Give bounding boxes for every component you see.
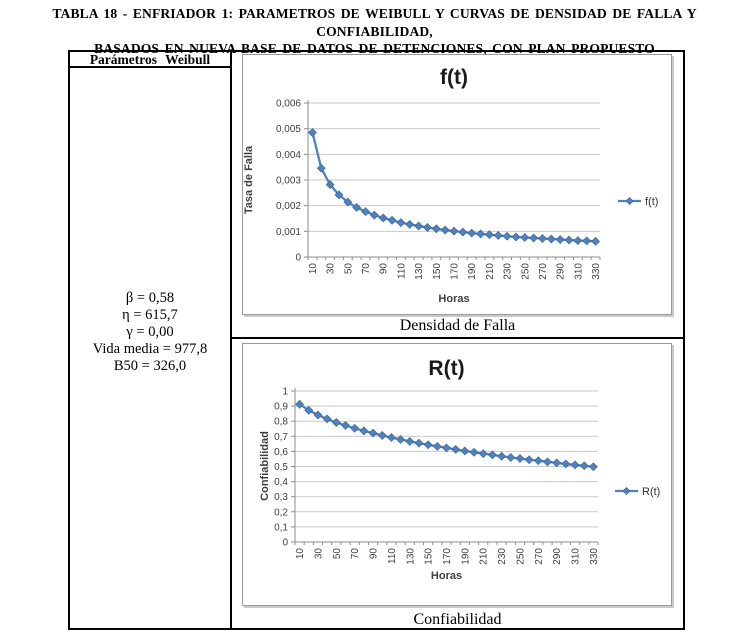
svg-text:10: 10 <box>295 548 306 560</box>
param-vida-media: Vida media = 977,8 <box>92 340 208 357</box>
svg-text:150: 150 <box>432 263 443 280</box>
svg-text:0,8: 0,8 <box>274 417 288 428</box>
svg-text:330: 330 <box>591 263 602 280</box>
gridlines <box>295 390 598 528</box>
svg-text:30: 30 <box>313 548 324 560</box>
svg-text:230: 230 <box>497 548 508 565</box>
svg-text:50: 50 <box>332 548 343 560</box>
svg-text:90: 90 <box>369 548 380 560</box>
charts-column: 0 0,001 0,002 0,003 0,004 0,005 0,006 10 30 50 70 9… <box>232 52 683 628</box>
ft-chart: 0 0,001 0,002 0,003 0,004 0,005 0,006 10 30 50 70 9… <box>243 66 658 305</box>
svg-text:0,1: 0,1 <box>274 522 288 533</box>
param-eta: η = 615,7 <box>122 306 178 323</box>
svg-text:310: 310 <box>573 263 584 280</box>
param-gamma: γ = 0,00 <box>126 323 174 340</box>
series-f(t) <box>307 128 601 246</box>
svg-text:50: 50 <box>343 263 354 275</box>
parameters-body: β = 0,58 η = 615,7 γ = 0,00 Vida media =… <box>70 68 230 628</box>
svg-text:110: 110 <box>387 548 398 564</box>
svg-text:170: 170 <box>442 548 453 565</box>
svg-text:f(t): f(t) <box>645 196 658 208</box>
y-axis-title: Confiabilidad <box>259 431 271 501</box>
svg-text:0,6: 0,6 <box>274 447 288 458</box>
svg-text:0: 0 <box>295 253 301 264</box>
svg-text:10: 10 <box>308 263 319 275</box>
param-beta: β = 0,58 <box>125 289 175 306</box>
svg-text:270: 270 <box>538 263 549 280</box>
svg-text:190: 190 <box>460 548 471 565</box>
svg-text:0,4: 0,4 <box>274 477 288 488</box>
svg-text:330: 330 <box>589 548 600 565</box>
svg-text:210: 210 <box>479 548 490 565</box>
parameter-values: β = 0,58 η = 615,7 γ = 0,00 Vida media =… <box>93 290 207 375</box>
svg-text:0,004: 0,004 <box>276 150 301 161</box>
svg-text:1: 1 <box>282 387 288 398</box>
svg-text:0: 0 <box>282 538 288 549</box>
svg-text:190: 190 <box>467 263 478 280</box>
svg-text:310: 310 <box>571 548 582 565</box>
chart-title: f(t) <box>440 66 468 89</box>
chart-title: R(t) <box>428 357 464 380</box>
svg-text:290: 290 <box>556 263 567 280</box>
svg-text:0,003: 0,003 <box>276 176 301 187</box>
table-title-line2: BASADOS EN NUEVA BASE DE DATOS DE DETENC… <box>94 41 655 56</box>
svg-text:170: 170 <box>450 263 461 280</box>
ft-chart-frame: 0 0,001 0,002 0,003 0,004 0,005 0,006 10 30 50 70 9… <box>242 54 672 315</box>
svg-text:0,9: 0,9 <box>274 402 288 413</box>
svg-text:70: 70 <box>350 548 361 560</box>
legend: f(t) <box>618 196 658 208</box>
svg-text:250: 250 <box>520 263 531 280</box>
rt-chart-frame: 0 0,1 0,2 0,3 0,4 0,5 0,6 0,7 0,8 0,9 1 10 30 50 70 90 1… <box>242 343 672 606</box>
svg-text:270: 270 <box>534 548 545 565</box>
rt-chart-caption: Confiabilidad <box>413 611 502 628</box>
svg-text:130: 130 <box>405 548 416 565</box>
legend: R(t) <box>615 486 660 498</box>
svg-text:70: 70 <box>361 263 372 275</box>
svg-text:0,3: 0,3 <box>274 492 288 503</box>
svg-text:30: 30 <box>326 263 337 275</box>
svg-text:250: 250 <box>515 548 526 565</box>
table-title-line1: TABLA 18 - ENFRIADOR 1: PARAMETROS DE WE… <box>52 6 697 39</box>
parameters-column: Parámetros Weibull β = 0,58 η = 615,7 γ … <box>70 52 232 628</box>
svg-text:R(t): R(t) <box>642 486 660 498</box>
svg-text:110: 110 <box>396 263 407 279</box>
svg-text:0,2: 0,2 <box>274 507 288 518</box>
gridlines <box>308 102 600 232</box>
axes: 0 0,001 0,002 0,003 0,004 0,005 0,006 10 30 50 70 9… <box>276 99 602 280</box>
svg-text:290: 290 <box>552 548 563 565</box>
svg-text:0,7: 0,7 <box>274 432 288 443</box>
parameters-header: Parámetros Weibull <box>70 52 230 68</box>
svg-text:0,002: 0,002 <box>276 201 301 212</box>
svg-text:210: 210 <box>485 263 496 280</box>
weibull-table: Parámetros Weibull β = 0,58 η = 615,7 γ … <box>68 50 685 630</box>
svg-text:230: 230 <box>503 263 514 280</box>
svg-text:150: 150 <box>424 548 435 565</box>
svg-text:130: 130 <box>414 263 425 280</box>
svg-text:0,005: 0,005 <box>276 124 301 135</box>
table-title: TABLA 18 - ENFRIADOR 1: PARAMETROS DE WE… <box>0 5 749 58</box>
x-axis-title: Horas <box>431 570 462 582</box>
x-axis-title: Horas <box>438 293 469 305</box>
y-axis-title: Tasa de Falla <box>243 145 255 214</box>
svg-text:0,006: 0,006 <box>276 99 301 110</box>
ft-chart-caption: Densidad de Falla <box>232 315 683 339</box>
series-R(t) <box>295 399 598 472</box>
svg-text:0,001: 0,001 <box>276 227 301 238</box>
svg-text:90: 90 <box>379 263 390 275</box>
param-b50: B50 = 326,0 <box>113 357 187 374</box>
svg-text:0,5: 0,5 <box>274 462 288 473</box>
